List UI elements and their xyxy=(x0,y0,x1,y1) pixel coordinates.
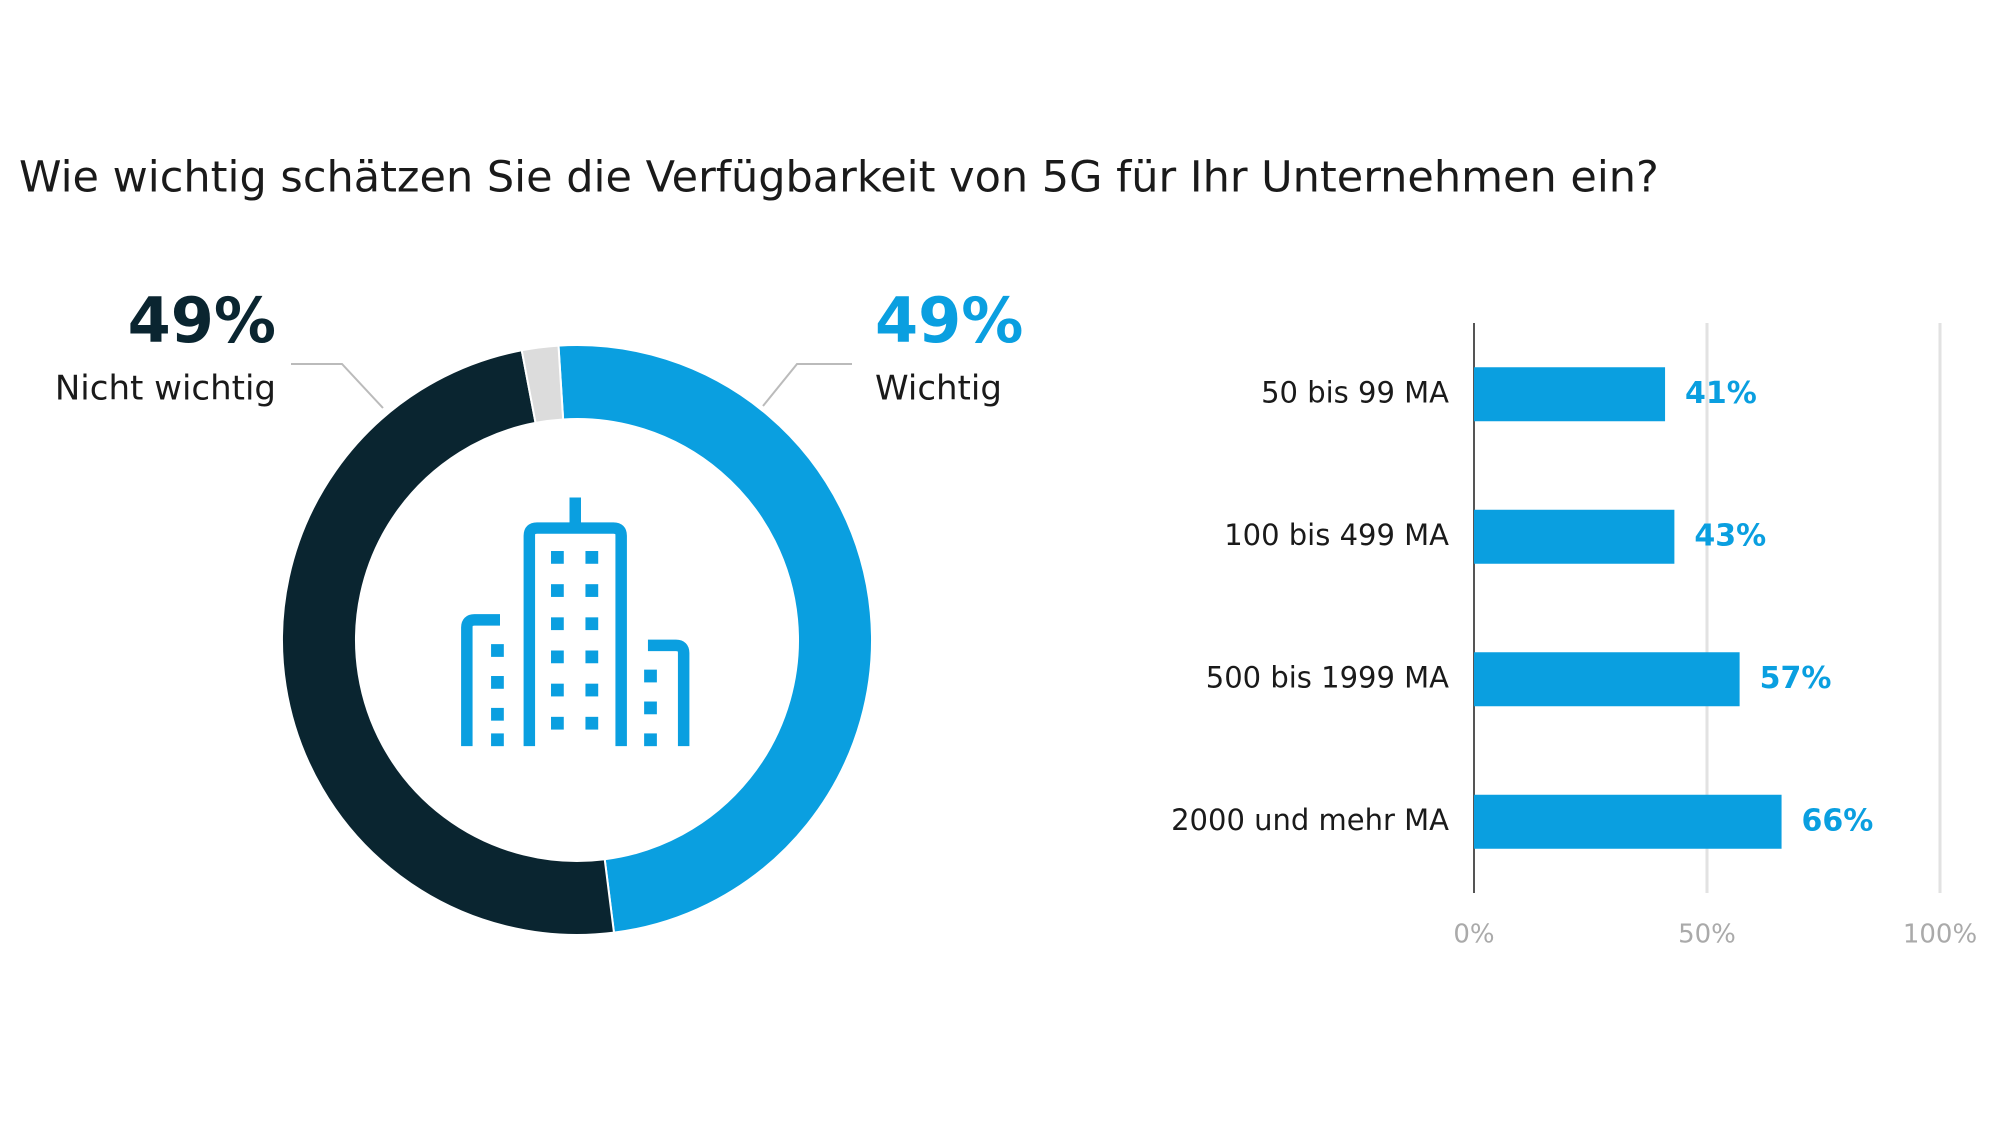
category-label: 50 bis 99 MA xyxy=(1261,375,1449,409)
donut-slice xyxy=(281,349,616,936)
slice-value-label: 49% xyxy=(128,284,276,357)
building-icon xyxy=(461,497,690,747)
category-label: 100 bis 499 MA xyxy=(1224,518,1449,552)
category-label: 500 bis 1999 MA xyxy=(1206,660,1449,694)
leader-line xyxy=(762,363,852,407)
slice-label: Nicht wichtig xyxy=(55,369,276,409)
slice-label: Wichtig xyxy=(875,369,1002,409)
donut-slice xyxy=(557,344,874,934)
x-tick-label: 50% xyxy=(1678,920,1736,950)
x-tick-label: 100% xyxy=(1903,920,1977,950)
category-label: 2000 und mehr MA xyxy=(1171,803,1449,837)
value-label: 43% xyxy=(1694,518,1766,553)
leader-line xyxy=(291,363,384,409)
value-label: 66% xyxy=(1802,803,1874,838)
bar xyxy=(1474,794,1782,849)
bar xyxy=(1474,652,1740,707)
value-label: 57% xyxy=(1760,661,1832,696)
bar xyxy=(1474,509,1675,564)
chart-title: Wie wichtig schätzen Sie die Verfügbarke… xyxy=(19,153,1659,203)
value-label: 41% xyxy=(1685,376,1757,411)
donut-slice xyxy=(520,344,565,425)
x-tick-label: 0% xyxy=(1453,920,1494,950)
slice-value-label: 49% xyxy=(875,284,1023,357)
bar xyxy=(1474,367,1666,422)
